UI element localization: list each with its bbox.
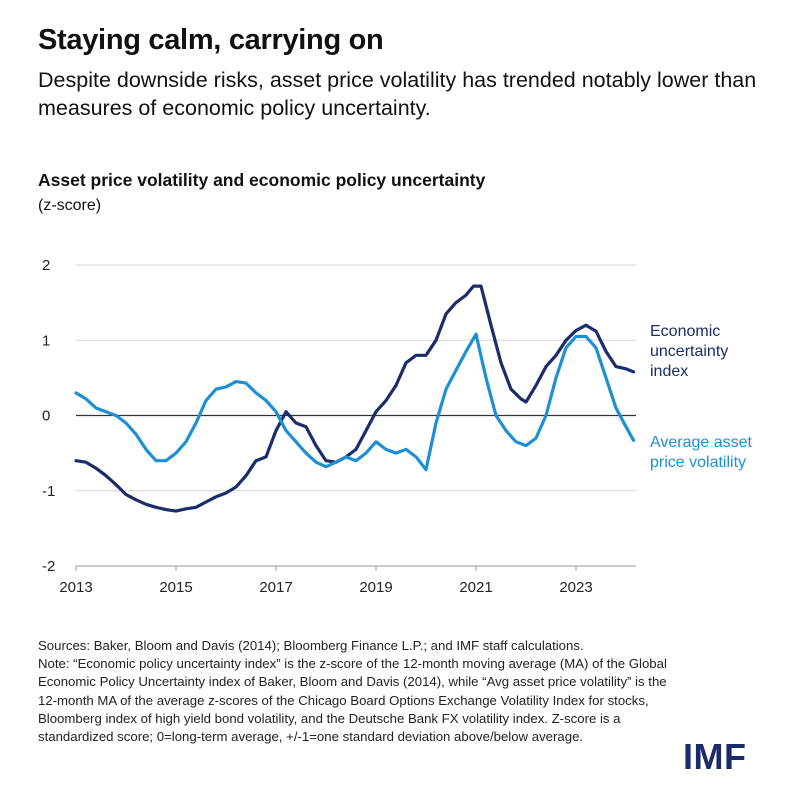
x-tick-label: 2013 [59,579,92,596]
x-tick-label: 2021 [459,579,492,596]
label-layer: Economic uncertainty index Average asset pri… [650,323,753,471]
y-tick-label: 1 [42,332,50,349]
x-tick-label: 2017 [259,579,292,596]
chart-heading: Asset price volatility and economic poli… [38,170,486,190]
imf-logo: IMF [683,736,747,777]
chart-notes: Sources: Baker, Bloom and Davis (2014); … [38,637,688,746]
sources-text: Sources: Baker, Bloom and Davis (2014); … [38,638,584,653]
x-tick-label: 2023 [559,579,592,596]
x-tick-label: 2019 [359,579,392,596]
chart-title-main: Staying calm, carrying on [38,24,384,56]
y-axis-unit-label: (z-score) [38,197,102,214]
y-tick-label: -2 [42,558,55,575]
y-tick-label: 2 [42,257,50,274]
chart-subtitle: Despite downside risks, asset price vola… [38,68,757,120]
series-label-asset-volatility: Average asset price volatility [650,434,753,471]
y-tick-label: 0 [42,408,50,425]
series-line-economic-uncertainty [74,284,636,513]
series-line-asset-volatility [74,332,636,472]
series-label-economic-uncertainty: Economic uncertainty index [650,323,728,380]
note-text: Note: “Economic policy uncertainty index… [38,656,667,745]
x-tick-label: 2015 [159,579,192,596]
series-layer [74,284,636,513]
y-tick-label: -1 [42,483,55,500]
